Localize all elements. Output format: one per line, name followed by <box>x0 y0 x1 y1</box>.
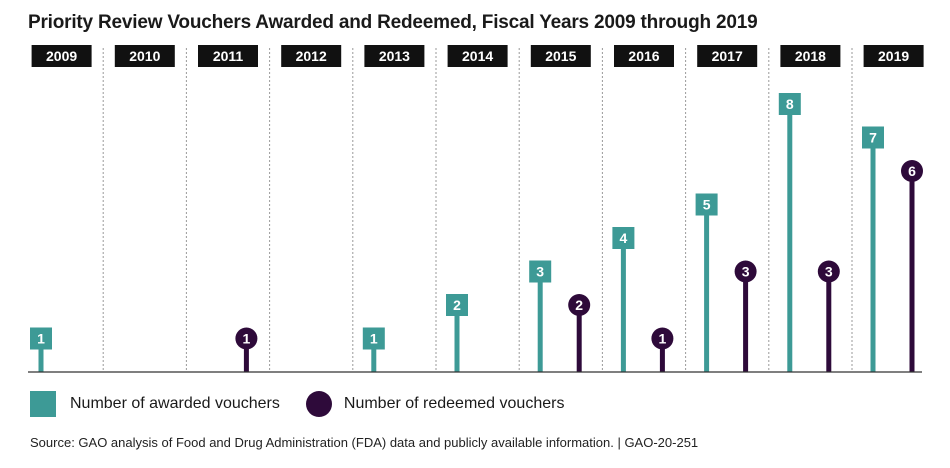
year-label-bg <box>31 45 92 67</box>
redeemed-value-label: 3 <box>825 264 833 280</box>
redeemed-mark-2011: 1 <box>235 327 258 372</box>
redeemed-value-label: 1 <box>659 331 667 347</box>
awarded-marker <box>778 93 801 115</box>
redeemed-value-label: 6 <box>908 163 916 179</box>
awarded-mark-2009: 1 <box>30 327 52 372</box>
redeemed-value-label: 3 <box>742 264 750 280</box>
year-label-text: 2013 <box>379 48 410 64</box>
year-label-text: 2010 <box>129 48 160 64</box>
year-label-2010: 2010 <box>114 45 175 67</box>
legend-label-redeemed: Number of redeemed vouchers <box>343 395 565 412</box>
source-note: Source: GAO analysis of Food and Drug Ad… <box>30 435 699 450</box>
redeemed-marker <box>235 327 258 350</box>
awarded-value-label: 1 <box>370 331 378 347</box>
awarded-mark-2015: 3 <box>529 260 552 372</box>
legend: Number of awarded vouchers Number of red… <box>30 390 564 418</box>
year-label-bg <box>447 45 508 67</box>
awarded-marker <box>446 294 468 316</box>
chart-title: Priority Review Vouchers Awarded and Red… <box>28 12 758 33</box>
redeemed-mark-2016: 1 <box>651 327 674 372</box>
year-label-bg <box>114 45 175 67</box>
year-label-bg <box>364 45 425 67</box>
redeemed-mark-2019: 6 <box>901 160 923 372</box>
year-label-text: 2017 <box>712 48 743 64</box>
year-label-text: 2014 <box>462 48 493 64</box>
awarded-marker <box>612 227 635 249</box>
year-label-text: 2011 <box>213 48 244 64</box>
year-label-2018: 2018 <box>780 45 841 67</box>
awarded-mark-2018: 8 <box>778 93 801 372</box>
year-label-2016: 2016 <box>614 45 674 67</box>
year-label-text: 2012 <box>296 48 327 64</box>
data-marks: 1 1 1 2 3 2 4 1 5 3 8 3 7 6 <box>30 93 923 372</box>
year-label-2015: 2015 <box>530 45 591 67</box>
redeemed-mark-2017: 3 <box>734 260 757 372</box>
awarded-marker <box>695 193 718 216</box>
redeemed-marker <box>817 260 840 283</box>
awarded-value-label: 4 <box>620 230 628 246</box>
redeemed-marker <box>901 160 923 182</box>
awarded-marker <box>862 126 884 149</box>
year-label-bg <box>198 45 258 67</box>
year-label-text: 2018 <box>795 48 826 64</box>
year-label-bg <box>614 45 674 67</box>
redeemed-value-label: 2 <box>575 297 583 313</box>
awarded-value-label: 8 <box>786 96 794 112</box>
redeemed-value-label: 1 <box>243 331 251 347</box>
year-label-bg <box>530 45 591 67</box>
awarded-mark-2019: 7 <box>862 126 884 372</box>
year-label-bg <box>780 45 841 67</box>
year-label-text: 2015 <box>545 48 576 64</box>
awarded-value-label: 2 <box>453 297 461 313</box>
legend-label-awarded: Number of awarded vouchers <box>70 395 280 412</box>
redeemed-mark-2015: 2 <box>568 294 591 372</box>
year-label-2019: 2019 <box>863 45 924 67</box>
awarded-mark-2014: 2 <box>446 294 468 372</box>
year-label-2013: 2013 <box>364 45 425 67</box>
redeemed-marker <box>568 294 591 316</box>
year-label-bg <box>281 45 342 67</box>
legend-swatch-redeemed <box>305 391 332 417</box>
awarded-marker <box>30 327 52 350</box>
legend-swatch-awarded <box>30 391 56 417</box>
year-labels: 2009 2010 2011 2012 2013 2014 2015 2016 2017 2018… <box>31 45 924 67</box>
awarded-mark-2017: 5 <box>695 193 718 372</box>
redeemed-marker <box>651 327 674 350</box>
awarded-value-label: 1 <box>37 331 45 347</box>
year-label-2012: 2012 <box>281 45 342 67</box>
awarded-marker <box>362 327 385 350</box>
year-dividers <box>102 48 853 372</box>
awarded-mark-2013: 1 <box>362 327 385 372</box>
awarded-value-label: 3 <box>536 264 544 280</box>
awarded-value-label: 7 <box>869 130 877 146</box>
awarded-marker <box>529 260 552 283</box>
year-label-2017: 2017 <box>697 45 758 67</box>
year-label-text: 2009 <box>46 48 77 64</box>
year-label-text: 2016 <box>628 48 659 64</box>
redeemed-mark-2018: 3 <box>817 260 840 372</box>
year-label-2011: 2011 <box>198 45 258 67</box>
year-label-bg <box>863 45 924 67</box>
year-label-bg <box>697 45 758 67</box>
year-label-2014: 2014 <box>447 45 508 67</box>
year-label-text: 2019 <box>878 48 909 64</box>
awarded-mark-2016: 4 <box>612 227 635 372</box>
awarded-value-label: 5 <box>703 197 711 213</box>
year-label-2009: 2009 <box>31 45 92 67</box>
redeemed-marker <box>734 260 757 283</box>
